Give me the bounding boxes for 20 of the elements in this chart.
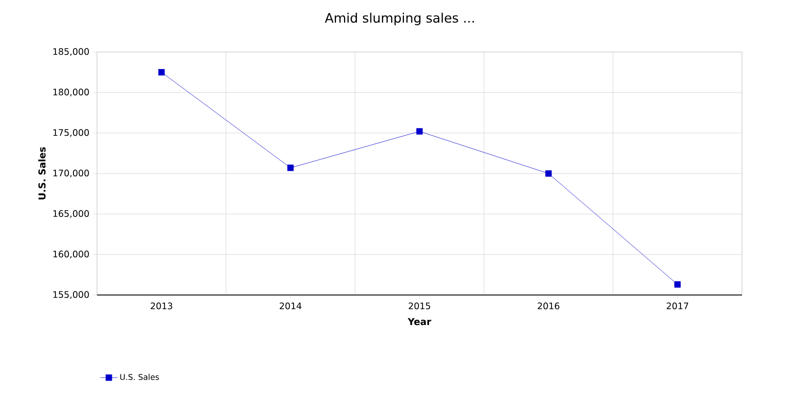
point: [158, 69, 165, 76]
point: [287, 164, 294, 172]
y-tick-label: 165,000: [53, 210, 89, 218]
point: [674, 281, 681, 288]
y-tick-label: 170,000: [53, 170, 89, 178]
y-axis-title: U.S. Sales: [38, 147, 46, 200]
y-tick-label: 185,000: [53, 48, 89, 56]
x-tick-label: 2017: [666, 302, 688, 310]
x-axis-title: Year: [408, 318, 432, 326]
y-tick-label: 155,000: [53, 291, 89, 299]
y-tick-label: 175,000: [53, 129, 89, 137]
x-tick-label: 2014: [280, 302, 302, 310]
point: [545, 170, 552, 177]
chart-title: Amid slumping sales ...: [324, 12, 474, 26]
x-tick-label: 2013: [150, 302, 172, 310]
x-tick-label: 2015: [408, 302, 430, 310]
x-tick-label: 2016: [538, 302, 560, 310]
y-tick-label: 160,000: [53, 250, 89, 258]
y-tick-label: 180,000: [53, 88, 89, 96]
point: [416, 128, 423, 135]
